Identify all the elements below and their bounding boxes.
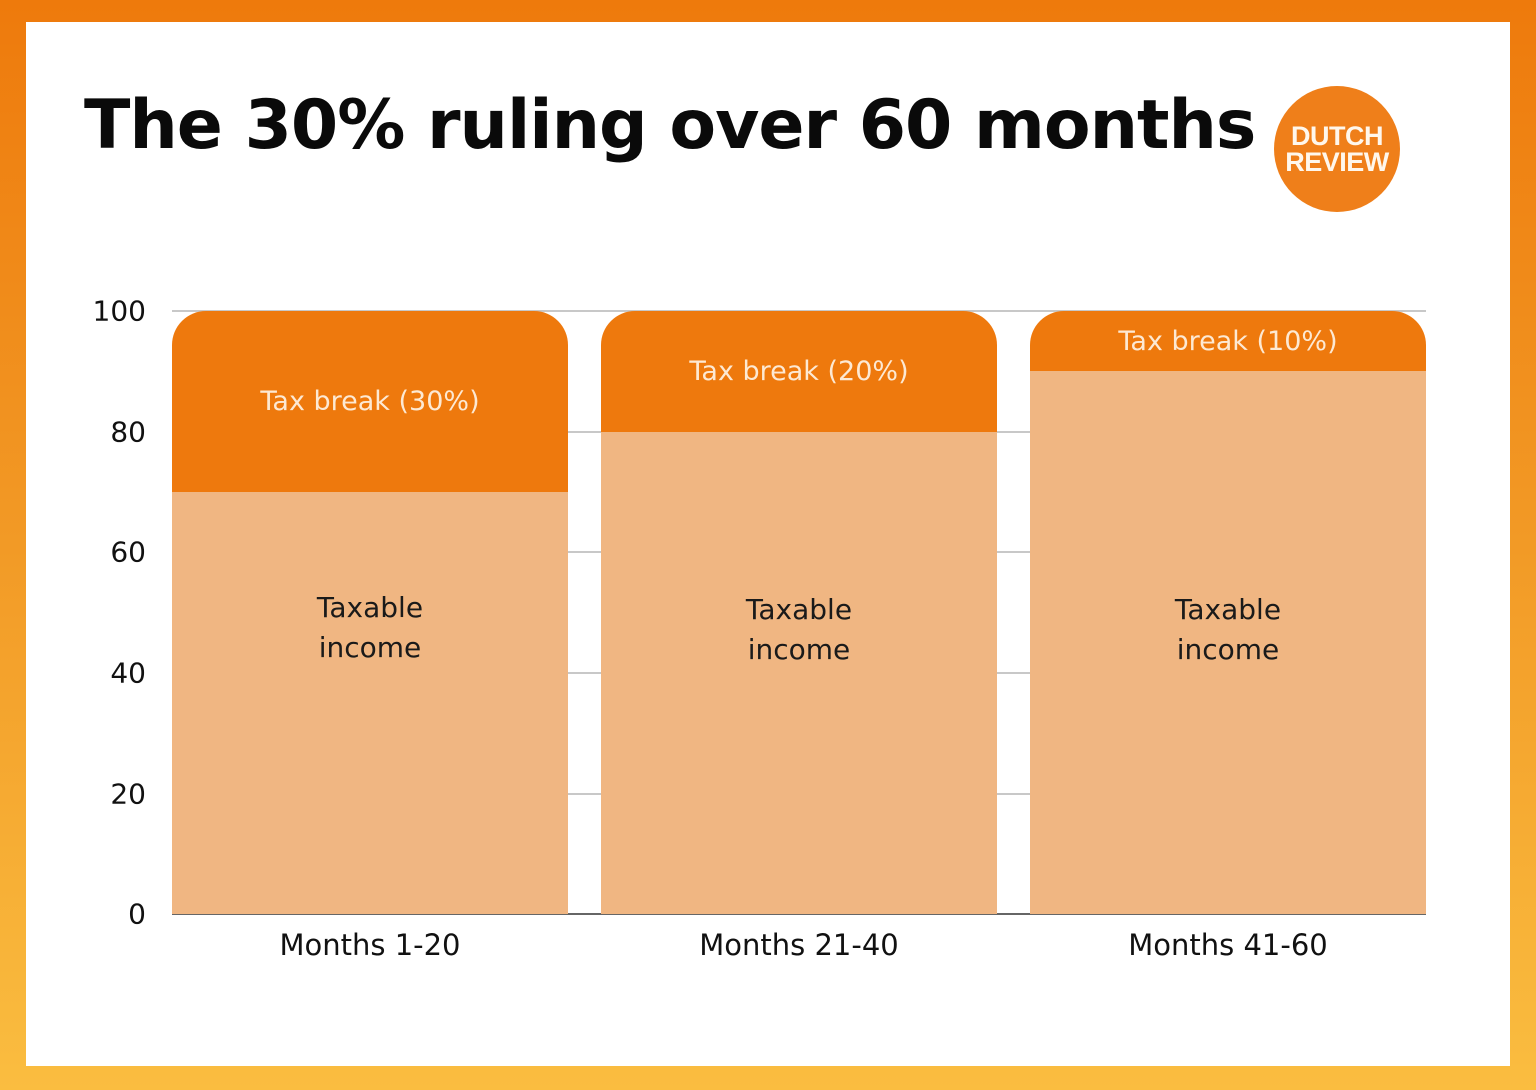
x-label-months-41-60: Months 41-60 xyxy=(1128,928,1328,962)
y-tick-0: 0 xyxy=(128,897,146,931)
taxable-label-line-2: income xyxy=(1176,633,1280,666)
x-axis-baseline xyxy=(172,913,1426,915)
segment-tax-break: Tax break (20%) xyxy=(601,311,997,432)
dutch-review-logo: DUTCH REVIEW xyxy=(1274,86,1400,212)
bar-months-21-40: Tax break (20%) Taxable income xyxy=(601,311,997,914)
bar-months-41-60: Tax break (10%) Taxable income xyxy=(1030,311,1426,914)
taxable-label-line-2: income xyxy=(318,631,422,664)
x-label-months-1-20: Months 1-20 xyxy=(279,928,461,962)
taxable-label-line-1: Taxable xyxy=(745,593,853,626)
y-tick-40: 40 xyxy=(110,656,146,690)
tax-break-label: Tax break (30%) xyxy=(260,386,480,417)
logo-line-1: DUTCH xyxy=(1291,121,1384,151)
segment-taxable-income: Taxable income xyxy=(1030,371,1426,914)
bar-months-1-20: Tax break (30%) Taxable income xyxy=(172,311,568,914)
segment-taxable-income: Taxable income xyxy=(172,492,568,914)
segment-taxable-income: Taxable income xyxy=(601,432,997,914)
x-label-months-21-40: Months 21-40 xyxy=(699,928,899,962)
segment-tax-break: Tax break (30%) xyxy=(172,311,568,492)
y-tick-100: 100 xyxy=(92,294,146,328)
chart-title: The 30% ruling over 60 months xyxy=(84,86,1256,165)
segment-tax-break: Tax break (10%) xyxy=(1030,311,1426,371)
tax-break-label: Tax break (20%) xyxy=(689,356,909,387)
y-tick-20: 20 xyxy=(110,777,146,811)
y-tick-60: 60 xyxy=(110,535,146,569)
tax-break-label: Tax break (10%) xyxy=(1118,325,1338,357)
taxable-label-line-1: Taxable xyxy=(1174,593,1282,626)
taxable-label-line-1: Taxable xyxy=(316,591,424,624)
taxable-label-line-2: income xyxy=(747,633,851,666)
y-tick-80: 80 xyxy=(110,415,146,449)
logo-line-2: REVIEW xyxy=(1285,147,1389,177)
